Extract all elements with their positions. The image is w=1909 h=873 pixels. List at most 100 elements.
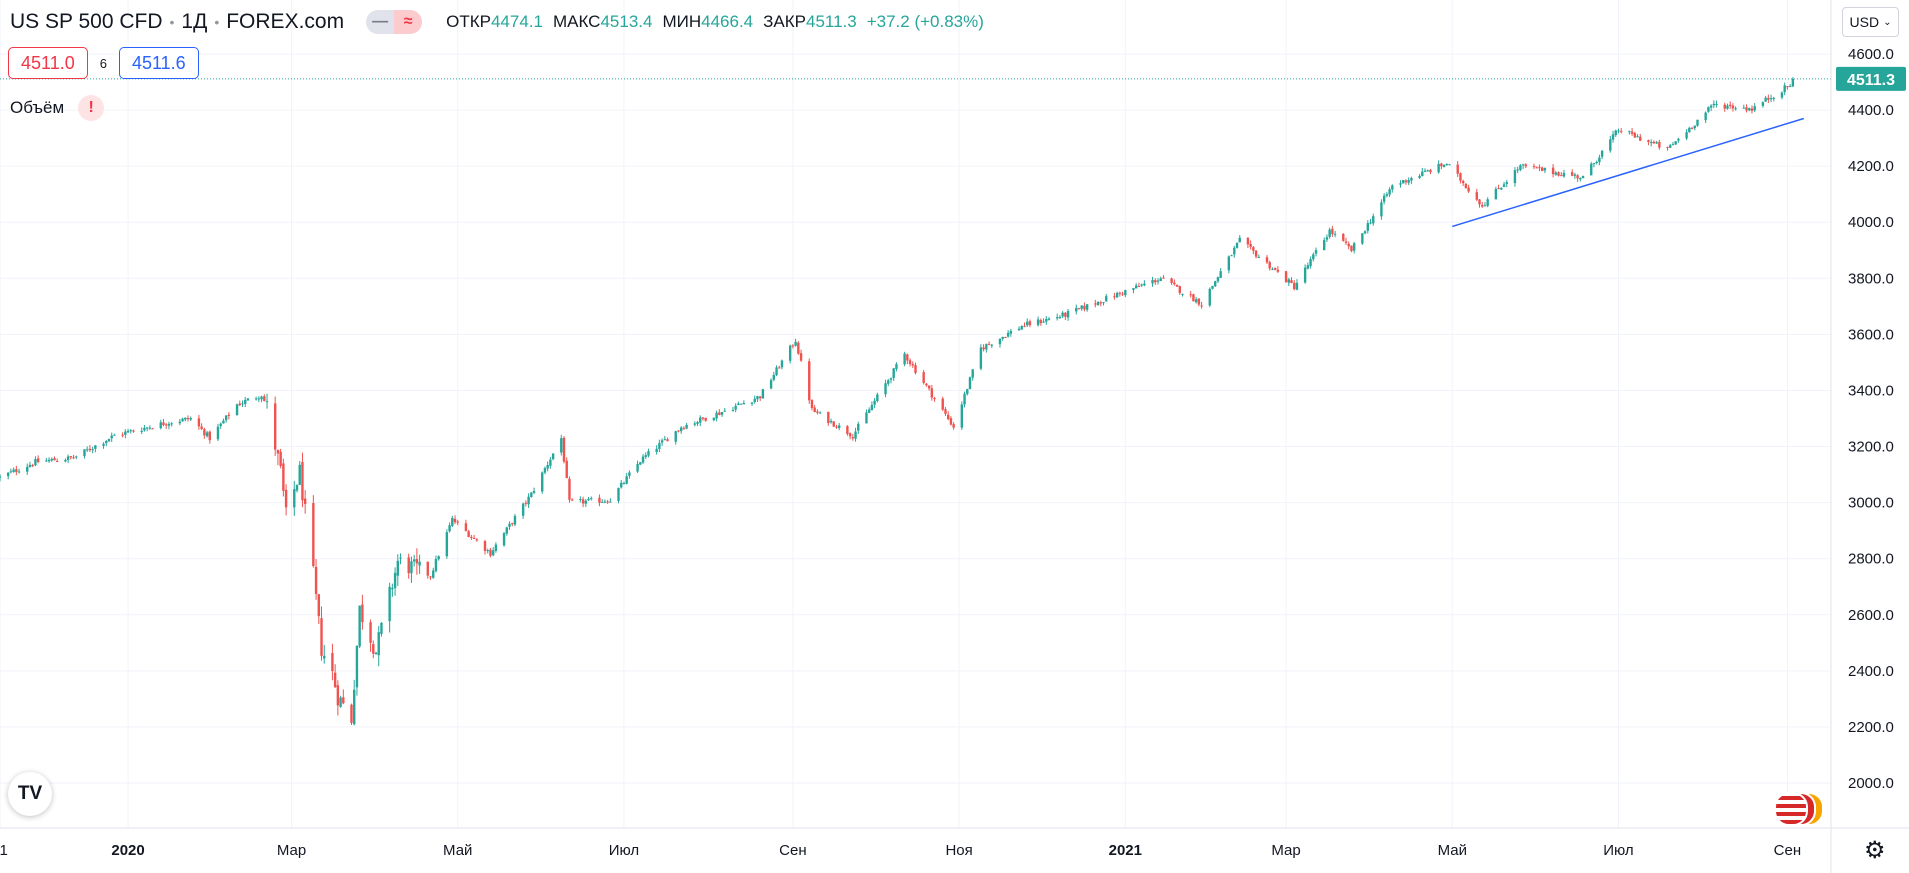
candle-body bbox=[925, 383, 928, 386]
candle-body bbox=[355, 645, 359, 688]
candle-body bbox=[968, 377, 972, 390]
candle-body bbox=[1314, 250, 1318, 254]
candle-body bbox=[396, 560, 400, 576]
candle-body bbox=[590, 498, 593, 500]
candle-body bbox=[1723, 104, 1726, 109]
candle-body bbox=[699, 417, 702, 423]
time-tick-label: Сен bbox=[1774, 842, 1801, 859]
candle-body bbox=[56, 461, 59, 463]
last-price-label: 4511.3 bbox=[1836, 66, 1906, 91]
warning-icon[interactable]: ! bbox=[78, 95, 105, 121]
candle-body bbox=[739, 403, 743, 405]
candle-body bbox=[1461, 180, 1465, 184]
candle-body bbox=[377, 632, 380, 656]
candle-body bbox=[26, 466, 29, 472]
candle-body bbox=[1023, 325, 1026, 327]
candle-body bbox=[562, 437, 566, 462]
candle-body bbox=[432, 570, 435, 578]
candle-body bbox=[1731, 105, 1735, 109]
candle-body bbox=[846, 426, 849, 434]
currency-selector[interactable]: USD ⌄ bbox=[1842, 7, 1899, 37]
candle-body bbox=[587, 498, 590, 501]
candle-body bbox=[1500, 187, 1503, 190]
candle-body bbox=[521, 503, 525, 516]
close-value: 4511.3 bbox=[805, 12, 857, 31]
candle-body bbox=[609, 501, 612, 503]
candle-body bbox=[1745, 107, 1748, 111]
candle-body bbox=[170, 423, 173, 425]
buy-button[interactable]: 4511.6 bbox=[118, 47, 199, 79]
candle-body bbox=[1753, 106, 1756, 111]
candle-body bbox=[895, 364, 898, 370]
currency-flags-icon[interactable] bbox=[1774, 792, 1824, 826]
candle-body bbox=[1047, 318, 1051, 320]
candle-body bbox=[415, 559, 419, 564]
candle-body bbox=[966, 389, 969, 395]
candle-body bbox=[990, 344, 993, 346]
candlestick-series bbox=[0, 77, 1795, 726]
candle-body bbox=[1075, 307, 1078, 312]
candle-body bbox=[148, 427, 152, 429]
candle-body bbox=[1344, 241, 1348, 243]
price-tick-label: 2200.0 bbox=[1848, 719, 1894, 736]
candle-body bbox=[314, 566, 318, 595]
candle-body bbox=[927, 385, 931, 389]
approx-icon[interactable]: ≈ bbox=[394, 10, 423, 34]
candle-body bbox=[1704, 112, 1707, 121]
candle-body bbox=[64, 459, 67, 462]
candle-body bbox=[660, 440, 664, 443]
candle-body bbox=[551, 453, 555, 460]
candle-body bbox=[75, 456, 78, 458]
candle-body bbox=[45, 460, 48, 462]
candle-body bbox=[1055, 317, 1059, 319]
volume-label[interactable]: Объём bbox=[10, 98, 65, 117]
indicator-badges[interactable]: — ≈ bbox=[366, 10, 423, 34]
candle-body bbox=[810, 400, 814, 408]
candle-body bbox=[1328, 229, 1331, 237]
time-axis[interactable]: 11 2020 Мар Май Июл Сен Ноя 2021 Мар Май Июл Сен bbox=[0, 842, 1801, 859]
candle-body bbox=[546, 465, 549, 469]
low-value: 4466.4 bbox=[701, 12, 754, 31]
candle-body bbox=[372, 644, 375, 654]
candle-body bbox=[1216, 277, 1220, 282]
candle-body bbox=[772, 374, 776, 380]
candle-body bbox=[620, 482, 623, 488]
candle-body bbox=[1006, 332, 1010, 337]
candle-body bbox=[1421, 171, 1424, 177]
candle-body bbox=[1467, 187, 1470, 192]
candle-body bbox=[998, 338, 1002, 345]
time-tick-label: 2021 bbox=[1109, 842, 1142, 859]
candle-body bbox=[1693, 125, 1696, 129]
candle-body bbox=[203, 429, 206, 436]
sell-button[interactable]: 4511.0 bbox=[8, 47, 88, 79]
tradingview-logo-icon[interactable]: TV bbox=[8, 772, 52, 816]
price-tick-label: 3800.0 bbox=[1848, 270, 1894, 287]
candle-body bbox=[693, 423, 696, 425]
candle-body bbox=[1788, 86, 1792, 88]
candle-body bbox=[1772, 98, 1775, 100]
candle-body bbox=[1290, 280, 1293, 283]
volume-indicator[interactable]: Объём ! bbox=[10, 95, 105, 121]
candle-body bbox=[1017, 328, 1021, 331]
candle-body bbox=[1456, 164, 1459, 174]
price-axis[interactable]: 2000.0 2200.0 2400.0 2600.0 2800.0 3000.0 3200… bbox=[1848, 46, 1894, 792]
interval-label[interactable]: 1Д bbox=[181, 10, 208, 33]
candle-body bbox=[952, 424, 955, 428]
candle-body bbox=[1783, 85, 1786, 93]
candle-body bbox=[1045, 319, 1048, 322]
minus-icon[interactable]: — bbox=[366, 10, 395, 34]
candle-body bbox=[712, 417, 716, 421]
candle-body bbox=[867, 409, 871, 413]
candle-body bbox=[1669, 145, 1672, 148]
candle-body bbox=[284, 489, 288, 508]
candle-body bbox=[1284, 271, 1288, 283]
candle-body bbox=[102, 443, 105, 446]
trend-line[interactable] bbox=[1452, 117, 1804, 228]
candle-body bbox=[865, 412, 868, 424]
price-tick-label: 2800.0 bbox=[1848, 551, 1894, 568]
settings-gear-icon[interactable]: ⚙ bbox=[1864, 837, 1886, 864]
candle-body bbox=[1690, 127, 1694, 129]
symbol-name[interactable]: US SP 500 CFD bbox=[10, 10, 163, 33]
candle-body bbox=[1483, 205, 1487, 207]
